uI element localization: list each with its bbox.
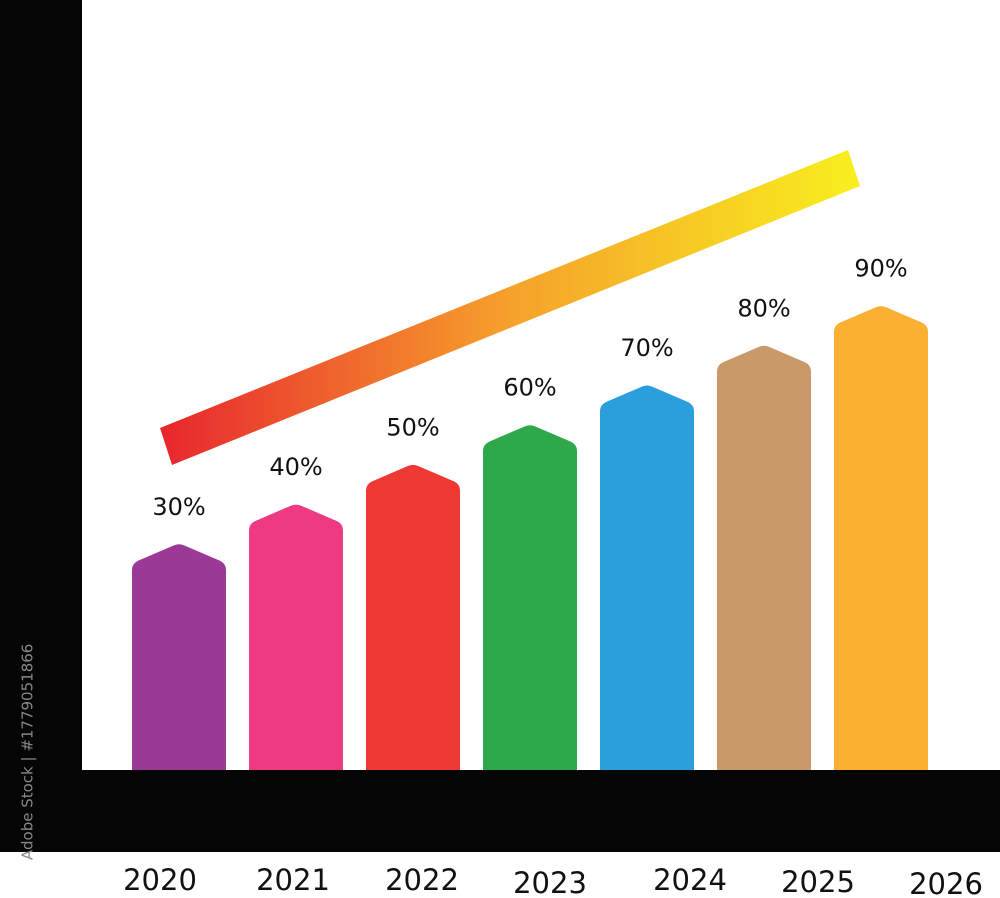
value-label: 30% [152, 493, 205, 521]
x-axis-bar [0, 770, 1000, 852]
bar [366, 464, 460, 770]
bar [483, 425, 577, 770]
x-tick-label: 2022 [385, 863, 459, 897]
trend-arrow [160, 150, 860, 465]
y-axis-bar [0, 0, 82, 852]
x-tick-label: 2021 [256, 863, 330, 897]
value-label: 80% [737, 294, 790, 322]
x-tick-label: 2025 [781, 865, 855, 898]
value-label: 40% [269, 453, 322, 481]
bar [132, 544, 226, 770]
watermark: Adobe Stock | #1779051866 [19, 644, 37, 860]
x-tick-label: 2026 [909, 867, 983, 898]
value-label: 70% [620, 334, 673, 362]
value-label: 90% [854, 255, 907, 283]
bar [717, 345, 811, 770]
value-label: 50% [386, 413, 439, 441]
bar [600, 385, 694, 770]
value-label: 60% [503, 374, 556, 402]
x-tick-label: 2020 [123, 863, 197, 897]
bar [834, 306, 928, 770]
x-tick-label: 2023 [513, 866, 587, 898]
x-tick-label: 2024 [653, 863, 727, 897]
bar [249, 504, 343, 770]
